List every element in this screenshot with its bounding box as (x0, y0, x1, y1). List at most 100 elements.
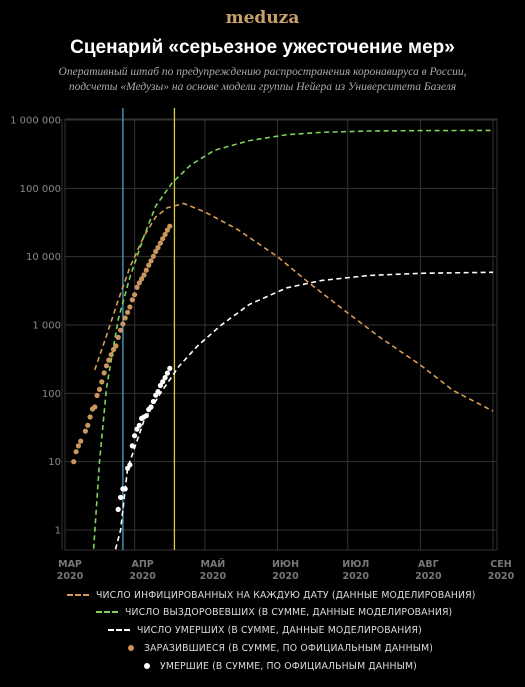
series-3-point (127, 304, 133, 310)
legend-dash-swatch (96, 611, 118, 613)
series-3-point (155, 245, 161, 251)
subtitle-line-2: подсчеты «Медузы» на основе модели групп… (68, 81, 457, 93)
series-4-point (118, 494, 124, 500)
x-tick-month: МАЙ (201, 558, 226, 570)
x-axis-ticks: МАР2020АПР2020МАЙ2020ИЮН2020ИЮЛ2020АВГ20… (57, 558, 515, 582)
chart-grid (61, 118, 498, 551)
y-tick-label: 10 (48, 457, 61, 468)
series-3-point (125, 309, 131, 315)
series-4-point (122, 486, 128, 492)
x-tick-year: 2020 (200, 571, 227, 582)
series-3-point (115, 334, 121, 340)
series-3-point (87, 414, 93, 420)
series-3-point (118, 327, 124, 333)
legend-dash-swatch (108, 629, 130, 631)
official-dots (71, 223, 173, 512)
series-4-point (148, 404, 154, 410)
series-3-point (103, 363, 110, 369)
series-3-point (73, 449, 79, 455)
legend-label: ЧИСЛО УМЕРШИХ (В СУММЕ, ДАННЫЕ МОДЕЛИРОВ… (137, 624, 422, 636)
series-4-point (129, 443, 135, 449)
series-3-point (94, 392, 100, 399)
subtitle-line-1: Оперативный штаб по предупреждению распр… (58, 66, 467, 78)
x-tick-year: 2020 (488, 571, 515, 582)
series-4-point (162, 375, 168, 381)
legend-label: ЧИСЛО ИНФИЦИРОВАННЫХ НА КАЖДУЮ ДАТУ (ДАН… (96, 589, 476, 601)
model-lines (92, 129, 494, 550)
legend-label: ЗАРАЗИВШИЕСЯ (В СУММЕ, ПО ОФИЦИАЛЬНЫМ ДА… (144, 642, 434, 654)
x-tick-year: 2020 (57, 571, 84, 582)
series-4-point (136, 422, 142, 428)
series-3-point (96, 386, 103, 392)
legend-dot-swatch (144, 663, 150, 669)
legend-dash-swatch (67, 594, 89, 596)
y-tick-label: 100 000 (20, 184, 61, 195)
series-3-point (134, 284, 140, 290)
y-tick-label: 10 000 (26, 252, 61, 263)
series-3-point (150, 253, 156, 259)
series-3-point (106, 357, 112, 363)
series-line-1 (92, 129, 494, 550)
series-4-point (132, 433, 138, 439)
series-4-point (143, 413, 149, 419)
series-3-point (99, 379, 105, 385)
series-4-point (160, 379, 166, 385)
series-3-point (113, 343, 119, 349)
y-axis-ticks: 1 10 100 1 000 10 000 100 000 1 000 000 (10, 116, 61, 537)
series-3-point (136, 280, 142, 286)
series-3-point (78, 438, 84, 444)
series-3-point (167, 223, 173, 229)
series-3-point (120, 321, 126, 327)
series-3-point (132, 292, 138, 298)
series-3-point (122, 315, 128, 321)
series-3-point (141, 272, 147, 278)
series-3-point (82, 428, 88, 434)
series-3-point (164, 227, 170, 233)
x-tick-year: 2020 (415, 571, 442, 582)
brand-logo: meduza (225, 8, 300, 28)
x-tick-year: 2020 (129, 571, 156, 582)
series-3-point (71, 459, 77, 465)
y-tick-label: 1 000 (32, 321, 61, 332)
series-line-0 (94, 202, 494, 412)
y-tick-label: 100 (42, 389, 61, 400)
series-4-point (155, 389, 161, 395)
chart-title: Сценарий «серьезное ужесточение мер» (70, 37, 455, 58)
series-3-point (162, 231, 168, 238)
x-tick-month: АПР (131, 559, 153, 570)
series-3-point (129, 297, 135, 303)
series-3-point (75, 443, 81, 449)
series-3-point (101, 370, 107, 376)
series-3-point (148, 258, 154, 264)
series-4-point (157, 382, 163, 389)
legend-label: УМЕРШИЕ (В СУММЕ, ПО ОФИЦИАЛЬНЫМ ДАННЫМ) (160, 660, 417, 672)
series-3-point (92, 404, 98, 410)
legend-label: ЧИСЛО ВЫЗДОРОВЕВШИХ (В СУММЕ, ДАННЫЕ МОД… (125, 606, 453, 618)
x-tick-month: ИЮЛ (342, 559, 369, 570)
x-tick-month: СЕН (490, 559, 511, 570)
series-3-point (143, 267, 149, 273)
x-tick-year: 2020 (272, 571, 299, 582)
plot-frame (64, 118, 498, 551)
series-3-point (160, 236, 166, 242)
series-3-point (153, 248, 159, 255)
legend-item: ЗАРАЗИВШИЕСЯ (В СУММЕ, ПО ОФИЦИАЛЬНЫМ ДА… (124, 640, 433, 656)
legend-item: УМЕРШИЕ (В СУММЕ, ПО ОФИЦИАЛЬНЫМ ДАННЫМ) (140, 658, 417, 674)
x-tick-month: АВГ (418, 559, 439, 570)
legend-item: ЧИСЛО ВЫЗДОРОВЕВШИХ (В СУММЕ, ДАННЫЕ МОД… (96, 604, 452, 620)
event-markers (122, 108, 176, 550)
x-tick-year: 2020 (343, 571, 370, 582)
y-tick-label: 1 000 000 (10, 116, 61, 127)
series-3-point (139, 276, 145, 282)
legend-item: ЧИСЛО ИНФИЦИРОВАННЫХ НА КАЖДУЮ ДАТУ (ДАН… (67, 587, 476, 603)
chart-subtitle: Оперативный штаб по предупреждению распр… (20, 65, 505, 95)
legend-dot-swatch (128, 645, 134, 651)
series-4-point (134, 426, 140, 432)
series-3-point (108, 352, 114, 358)
series-3-point (85, 422, 91, 428)
series-4-point (115, 506, 121, 512)
series-4-point (150, 398, 156, 405)
series-line-2 (114, 271, 494, 550)
series-4-point (167, 365, 173, 371)
